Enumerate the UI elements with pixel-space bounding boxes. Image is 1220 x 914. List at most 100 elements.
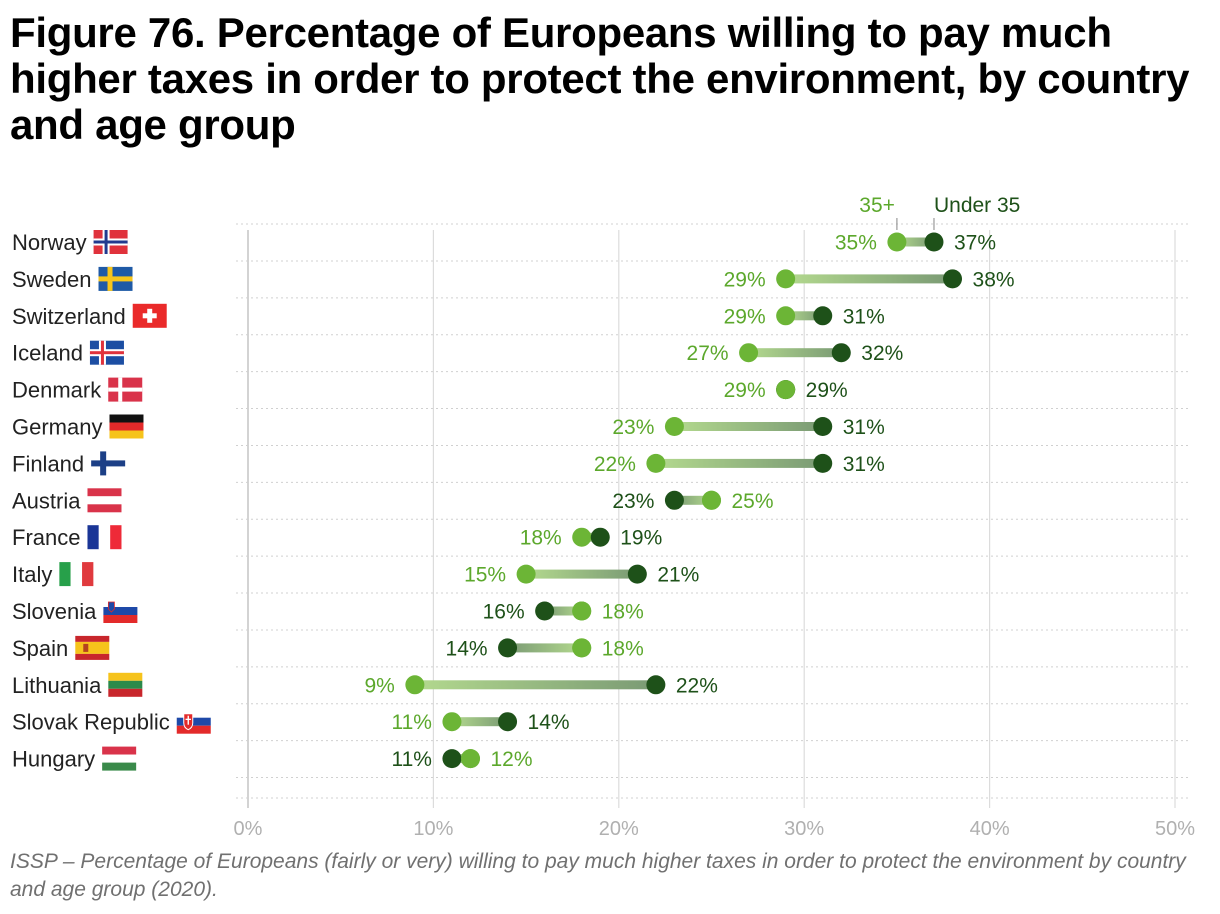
norway-flag-icon (93, 230, 128, 254)
dot-35plus (887, 232, 907, 252)
country-label: Slovenia (12, 599, 97, 624)
value-label-under-35: 22% (676, 674, 718, 697)
value-label-35plus: 29% (724, 305, 766, 328)
dot-35plus (572, 527, 592, 547)
dot-35plus (739, 343, 759, 363)
value-label-35plus: 18% (602, 637, 644, 660)
value-label-under-35: 29% (806, 379, 848, 402)
dot-under-35 (498, 712, 518, 732)
x-tick-label: 50% (1155, 818, 1195, 840)
country-label: Lithuania (12, 673, 102, 698)
country-label: Norway (12, 230, 87, 255)
value-labels: 35% 37% 29% 38% 29% 31% 27% 32% 29% 29% 23% 31% 22% 3… (365, 232, 1015, 772)
value-label-under-35: 16% (483, 601, 525, 624)
dot-under-35 (590, 527, 610, 547)
value-label-under-35: 14% (446, 637, 488, 660)
slovenia-flag-icon (103, 599, 138, 623)
dot-35plus-front (572, 638, 592, 658)
value-label-under-35: 19% (620, 527, 662, 550)
x-axis-ticks: 0% 10% 20% 30% 40% 50% (234, 818, 1196, 840)
connector-bar (414, 680, 656, 690)
value-label-under-35: 11% (391, 748, 431, 771)
value-label-35plus: 23% (612, 416, 654, 439)
legend-under-35-label: Under 35 (934, 194, 1020, 217)
country-label: Sweden (12, 267, 92, 292)
connector-bar (674, 495, 712, 505)
value-label-under-35: 14% (528, 711, 570, 734)
x-tick-label: 20% (599, 818, 639, 840)
country-labels: Norway Sweden Switzerland Iceland Denmark Ger… (12, 230, 170, 772)
dot-35plus (516, 564, 536, 584)
denmark-flag-icon (108, 377, 143, 402)
dot-under-35 (943, 269, 963, 289)
dot-under-35 (813, 453, 833, 473)
value-label-35plus: 11% (391, 711, 431, 734)
dumbbell-connectors (414, 237, 953, 764)
figure-caption: ISSP – Percentage of Europeans (fairly o… (10, 850, 1186, 901)
germany-flag-icon (109, 414, 144, 439)
connector-bar (544, 606, 582, 616)
slovak-republic-flag-icon (176, 709, 211, 734)
value-label-35plus: 9% (365, 674, 395, 697)
country-label: Finland (12, 451, 84, 476)
country-label: Iceland (12, 341, 83, 366)
connector-bar (507, 643, 582, 653)
dot-under-35 (813, 417, 833, 436)
value-label-35plus: 18% (602, 601, 644, 624)
iceland-flag-icon (89, 340, 124, 365)
dumbbell-points (405, 232, 963, 769)
value-label-under-35: 31% (843, 416, 885, 439)
value-label-35plus: 35% (835, 232, 877, 255)
dot-35plus-front (572, 601, 592, 621)
connector-bar (785, 274, 953, 284)
country-label: Hungary (12, 747, 95, 772)
connector-bar (674, 422, 823, 431)
x-tick-label: 30% (784, 818, 824, 840)
value-label-35plus: 27% (687, 342, 729, 365)
lithuania-flag-icon (108, 672, 143, 697)
country-label: France (12, 525, 80, 550)
spain-flag-icon (75, 635, 110, 660)
value-label-under-35: 38% (973, 268, 1015, 291)
dot-under-35 (535, 601, 555, 621)
country-label: Germany (12, 415, 102, 440)
country-flags (59, 230, 211, 771)
value-label-35plus: 15% (464, 564, 506, 587)
dot-under-35 (442, 749, 462, 769)
dot-35plus (646, 453, 666, 473)
row-guides (236, 223, 1190, 799)
value-label-35plus: 12% (490, 748, 532, 771)
value-label-under-35: 21% (657, 564, 699, 587)
dot-35plus (405, 675, 425, 695)
value-label-under-35: 32% (861, 342, 903, 365)
switzerland-flag-icon (132, 303, 167, 328)
connector-bar (655, 458, 823, 468)
dot-35plus-front (460, 749, 480, 769)
austria-flag-icon (87, 488, 122, 513)
value-label-35plus: 18% (520, 527, 562, 550)
value-label-under-35: 23% (612, 490, 654, 513)
value-label-35plus: 22% (594, 453, 636, 476)
dot-under-35 (813, 306, 833, 326)
connector-bar (896, 237, 934, 247)
legend: 35+ Under 35 (859, 194, 1020, 230)
dot-under-35 (664, 490, 684, 510)
france-flag-icon (87, 525, 122, 550)
value-label-under-35: 31% (843, 453, 885, 476)
gridlines (247, 230, 1176, 808)
dot-35plus-front (776, 380, 796, 400)
country-label: Switzerland (12, 304, 126, 329)
sweden-flag-icon (98, 266, 133, 291)
x-tick-label: 40% (970, 818, 1010, 840)
page-title: Figure 76. Percentage of Europeans willi… (10, 9, 1190, 148)
finland-flag-icon (91, 451, 126, 476)
x-tick-label: 0% (234, 818, 263, 840)
legend-35plus-label: 35+ (859, 194, 895, 217)
italy-flag-icon (59, 562, 94, 587)
country-label: Denmark (12, 378, 102, 403)
connector-bar (526, 569, 638, 579)
dot-under-35 (924, 232, 944, 252)
country-label: Spain (12, 636, 68, 661)
dot-35plus (442, 712, 462, 732)
